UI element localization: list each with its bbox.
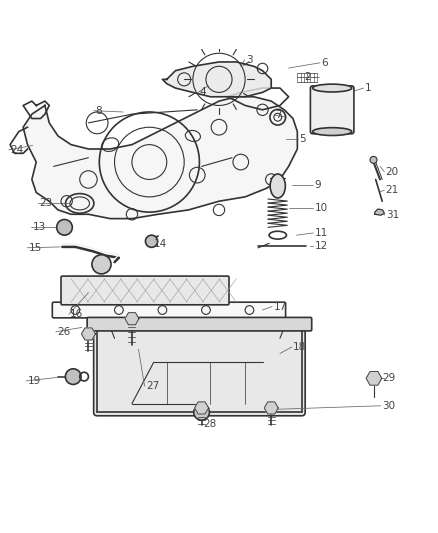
Polygon shape (81, 328, 95, 340)
Text: 2: 2 (304, 72, 311, 82)
Text: 21: 21 (386, 185, 399, 195)
Text: 9: 9 (315, 180, 321, 190)
Text: 19: 19 (28, 376, 41, 386)
Text: 1: 1 (365, 83, 371, 93)
Text: 4: 4 (199, 87, 206, 98)
Polygon shape (23, 97, 297, 219)
Text: 11: 11 (315, 228, 328, 238)
Text: 24: 24 (10, 145, 23, 155)
Ellipse shape (270, 174, 286, 198)
Circle shape (57, 220, 72, 235)
FancyBboxPatch shape (61, 276, 229, 305)
FancyBboxPatch shape (311, 86, 354, 134)
Polygon shape (264, 402, 278, 414)
Polygon shape (125, 313, 139, 325)
Polygon shape (162, 62, 271, 97)
Text: 5: 5 (300, 134, 306, 144)
Text: 8: 8 (95, 106, 102, 116)
Text: 16: 16 (70, 309, 83, 319)
Text: 29: 29 (382, 373, 395, 383)
Text: 30: 30 (382, 401, 395, 411)
Polygon shape (366, 372, 382, 385)
Text: 31: 31 (386, 210, 399, 220)
Text: 27: 27 (146, 381, 159, 391)
Text: 12: 12 (315, 240, 328, 251)
Ellipse shape (313, 128, 352, 135)
Text: 3: 3 (246, 55, 253, 65)
Circle shape (370, 156, 377, 163)
Ellipse shape (313, 84, 352, 92)
Text: 14: 14 (154, 239, 167, 249)
Polygon shape (194, 402, 208, 414)
Text: 13: 13 (33, 222, 46, 232)
Text: 20: 20 (386, 167, 399, 176)
Text: 17: 17 (273, 302, 286, 312)
FancyBboxPatch shape (94, 324, 305, 416)
Circle shape (65, 369, 81, 384)
Polygon shape (375, 209, 385, 215)
FancyBboxPatch shape (87, 318, 312, 331)
FancyBboxPatch shape (52, 302, 286, 318)
Text: 7: 7 (276, 110, 282, 120)
Text: 26: 26 (57, 327, 71, 337)
Circle shape (145, 235, 158, 247)
Circle shape (194, 405, 209, 420)
Text: 28: 28 (203, 419, 216, 429)
Text: 18: 18 (293, 342, 306, 352)
Text: 15: 15 (28, 243, 42, 253)
Text: 23: 23 (40, 198, 53, 208)
Circle shape (92, 255, 111, 274)
Text: 10: 10 (315, 203, 328, 213)
Text: 6: 6 (321, 58, 328, 68)
